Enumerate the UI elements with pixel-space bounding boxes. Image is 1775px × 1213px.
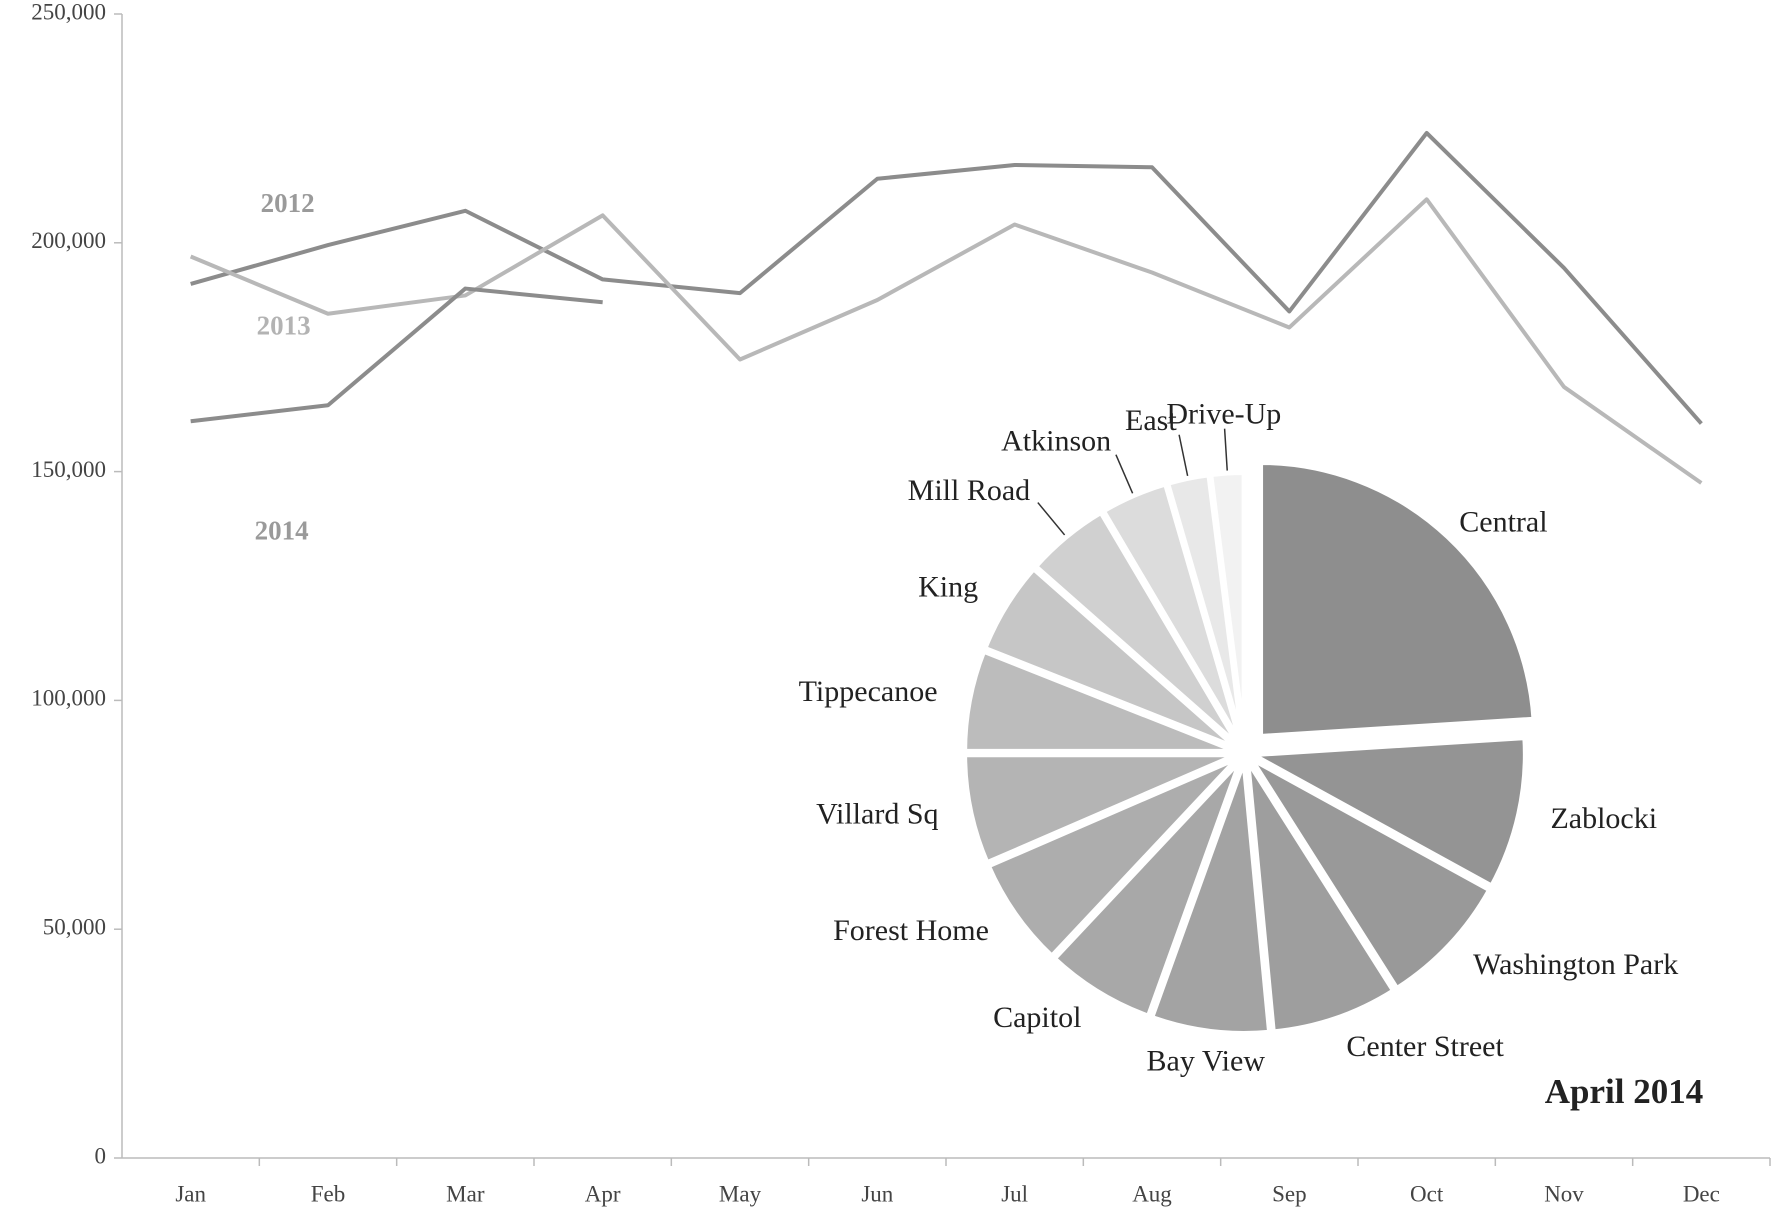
x-tick-label: Jun xyxy=(861,1181,893,1206)
x-tick-label: Apr xyxy=(585,1181,621,1206)
y-tick-label: 50,000 xyxy=(43,914,106,939)
y-tick-label: 100,000 xyxy=(31,686,106,711)
pie-slice xyxy=(961,751,1243,867)
series-label: 2012 xyxy=(261,188,315,218)
pie-label: Central xyxy=(1459,506,1547,539)
pie-label: Mill Road xyxy=(908,474,1031,507)
pie-label: Washington Park xyxy=(1473,948,1678,981)
pie-label: Drive-Up xyxy=(1166,398,1281,431)
y-tick-label: 200,000 xyxy=(31,228,106,253)
pie-slice xyxy=(1257,458,1538,740)
pie-slice xyxy=(1246,754,1494,993)
x-tick-label: Feb xyxy=(311,1181,346,1206)
line-series xyxy=(190,286,603,424)
pie-label: Capitol xyxy=(993,1001,1081,1034)
x-tick-label: Mar xyxy=(446,1181,485,1206)
pie-title: April 2014 xyxy=(1545,1072,1703,1111)
x-tick-label: Nov xyxy=(1544,1181,1584,1206)
series-label: 2013 xyxy=(257,311,311,341)
x-tick-label: Oct xyxy=(1410,1181,1444,1206)
leader-line xyxy=(1037,502,1066,536)
pie-slice xyxy=(984,753,1244,960)
leader-line xyxy=(1115,454,1134,494)
y-tick-label: 150,000 xyxy=(31,457,106,482)
pie-slice xyxy=(1243,755,1398,1036)
x-tick-label: Aug xyxy=(1132,1181,1172,1206)
pie-label: Forest Home xyxy=(833,914,989,947)
pie-slice xyxy=(1207,469,1248,751)
y-tick-label: 250,000 xyxy=(31,0,106,24)
leader-line xyxy=(1178,434,1189,477)
x-tick-label: Jan xyxy=(175,1181,206,1206)
leader-line xyxy=(1223,428,1228,471)
pie-label: King xyxy=(918,570,978,603)
pie-label: Center Street xyxy=(1346,1030,1504,1063)
y-tick-label: 0 xyxy=(95,1143,107,1168)
line-series xyxy=(190,130,1703,425)
pie-label: Tippecanoe xyxy=(799,675,938,708)
pie-label: Atkinson xyxy=(1001,425,1111,458)
pie-slice xyxy=(1050,755,1245,1020)
line-series xyxy=(189,197,1703,485)
series-label: 2014 xyxy=(255,515,309,545)
pie-label: Villard Sq xyxy=(816,797,938,830)
pie-slice xyxy=(1247,734,1529,890)
pie-label: Bay View xyxy=(1147,1044,1266,1077)
x-tick-label: Sep xyxy=(1272,1181,1307,1206)
pie-label: Zablocki xyxy=(1550,802,1657,835)
x-tick-label: Jul xyxy=(1001,1181,1028,1206)
x-tick-label: May xyxy=(719,1181,762,1206)
x-tick-label: Dec xyxy=(1683,1181,1720,1206)
pie-slice xyxy=(1148,755,1274,1037)
pie-label: East xyxy=(1125,404,1177,437)
